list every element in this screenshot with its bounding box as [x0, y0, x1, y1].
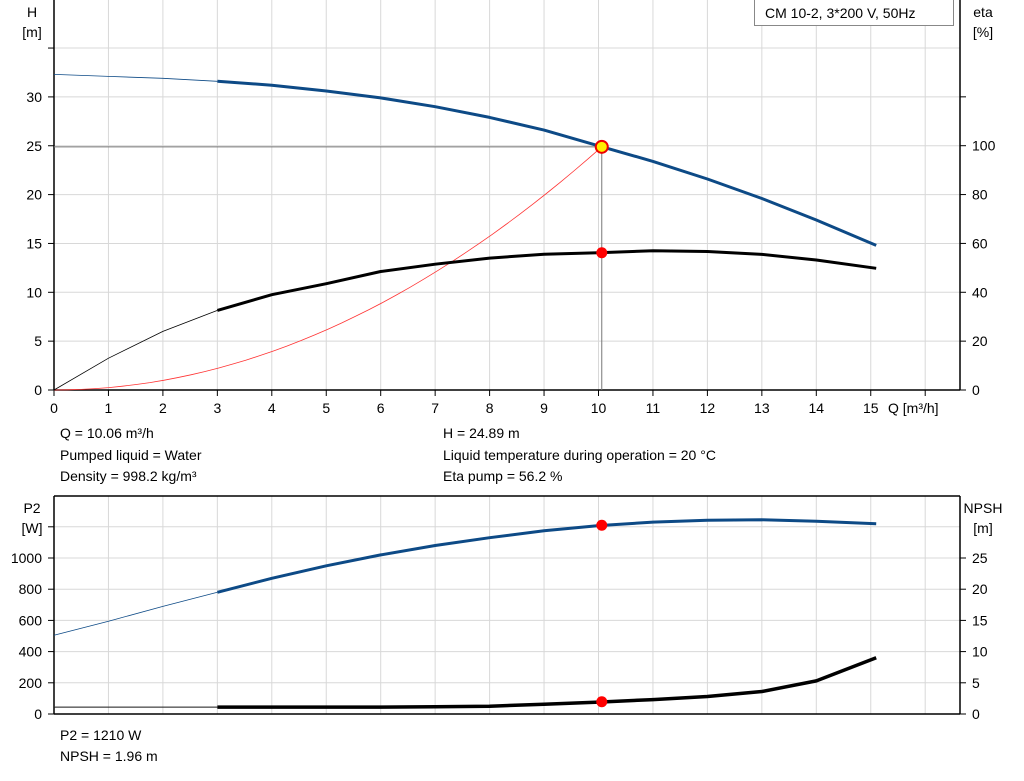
left-tick-label: 0	[34, 706, 42, 722]
npsh-curve	[217, 656, 877, 709]
left-tick-label: 200	[19, 675, 43, 691]
info-liquid: Pumped liquid = Water	[60, 447, 202, 463]
left-tick-label: 400	[19, 644, 43, 660]
right-tick-label: 60	[972, 235, 988, 251]
right-tick-label: 0	[972, 382, 980, 398]
operating-point-h	[594, 139, 609, 154]
right-tick-label: 25	[972, 550, 988, 566]
left-tick-label: 20	[26, 187, 42, 203]
x-tick-label: 2	[159, 400, 167, 416]
info-npsh: NPSH = 1.96 m	[60, 748, 158, 764]
left-tick-label: 5	[34, 333, 42, 349]
info-density: Density = 998.2 kg/m³	[60, 468, 197, 484]
x-tick-label: 13	[754, 400, 770, 416]
x-tick-label: 11	[646, 400, 661, 416]
x-tick-label: 14	[809, 400, 825, 416]
left-axis-unit: [m]	[22, 24, 41, 40]
x-tick-label: 15	[863, 400, 879, 416]
h-curve-thin	[53, 74, 218, 82]
right-tick-label: 5	[972, 675, 980, 691]
x-tick-label: 4	[268, 400, 276, 416]
x-tick-label: 8	[486, 400, 494, 416]
operating-point-npsh	[596, 696, 608, 708]
right-axis-label: eta	[973, 4, 993, 20]
eta-curve-thin	[53, 310, 218, 391]
right-tick-label: 0	[972, 706, 980, 722]
h-curve	[217, 79, 877, 247]
x-tick-label: 0	[50, 400, 58, 416]
left-tick-label: 30	[26, 89, 42, 105]
left-tick-label: 800	[19, 581, 43, 597]
operating-point-p2	[596, 519, 608, 531]
legend-box: CM 10-2, 3*200 V, 50Hz	[754, 0, 954, 26]
operating-point-eta	[596, 247, 608, 259]
system-curve	[53, 146, 603, 391]
x-tick-label: 7	[431, 400, 439, 416]
right-tick-label: 20	[972, 333, 988, 349]
right-axis-unit: [%]	[973, 24, 993, 40]
x-tick-label: 5	[322, 400, 330, 416]
x-tick-label: 3	[213, 400, 221, 416]
x-axis-label: Q [m³/h]	[888, 400, 939, 416]
left-tick-label: 600	[19, 612, 43, 628]
x-tick-label: 6	[377, 400, 385, 416]
info-temp: Liquid temperature during operation = 20…	[443, 447, 716, 463]
left-tick-label: 1000	[11, 550, 42, 566]
x-tick-label: 10	[591, 400, 607, 416]
right-tick-label: 100	[972, 138, 996, 154]
left-axis-label: P2	[23, 500, 40, 516]
left-axis-label: H	[27, 4, 37, 20]
x-tick-label: 9	[540, 400, 548, 416]
right-tick-label: 10	[972, 644, 988, 660]
left-tick-label: 0	[34, 382, 42, 398]
right-tick-label: 80	[972, 187, 988, 203]
right-tick-label: 15	[972, 612, 988, 628]
p2-curve-thin	[53, 591, 218, 636]
eta-curve	[216, 249, 877, 312]
x-tick-label: 1	[105, 400, 113, 416]
left-tick-label: 10	[26, 284, 42, 300]
left-tick-label: 15	[26, 235, 42, 251]
right-axis-label: NPSH	[964, 500, 1003, 516]
right-tick-label: 20	[972, 581, 988, 597]
info-p2: P2 = 1210 W	[60, 727, 142, 743]
x-tick-label: 12	[700, 400, 716, 416]
info-q: Q = 10.06 m³/h	[60, 425, 154, 441]
left-tick-label: 25	[26, 138, 42, 154]
left-axis-unit: [W]	[22, 520, 43, 536]
right-axis-unit: [m]	[973, 520, 992, 536]
p2-curve	[217, 518, 877, 594]
info-h: H = 24.89 m	[443, 425, 520, 441]
info-eta: Eta pump = 56.2 %	[443, 468, 563, 484]
right-tick-label: 40	[972, 284, 988, 300]
